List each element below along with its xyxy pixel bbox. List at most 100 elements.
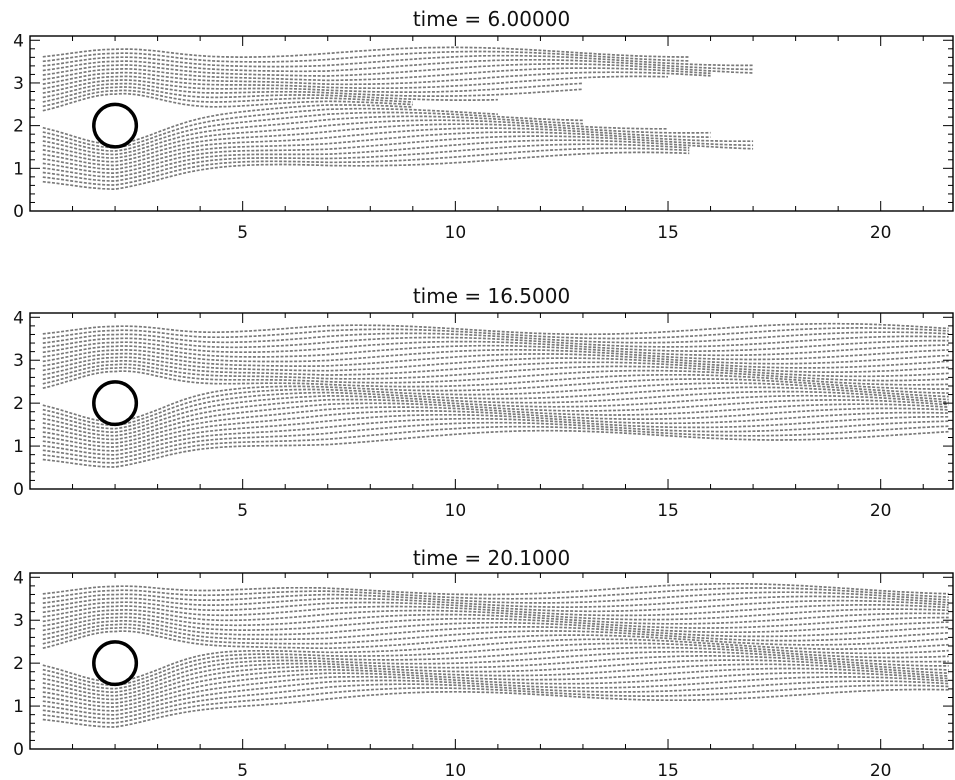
- streakline: [42, 671, 949, 712]
- x-tick-label: 10: [445, 761, 467, 780]
- streakline: [42, 139, 754, 178]
- streakline: [42, 591, 949, 604]
- y-tick-label: 3: [13, 611, 24, 631]
- x-tick-label: 20: [870, 761, 892, 780]
- streakline: [42, 54, 754, 68]
- streakline: [42, 650, 949, 694]
- x-tick-label: 10: [445, 223, 467, 243]
- y-tick-label: 4: [13, 568, 24, 588]
- streakline: [42, 58, 754, 73]
- y-tick-label: 0: [13, 480, 24, 500]
- streakline: [42, 595, 949, 609]
- cylinder-obstacle: [92, 102, 139, 149]
- streakline: [42, 89, 413, 108]
- streakline: [42, 630, 949, 650]
- streaklines: [42, 322, 949, 468]
- x-tick-label: 5: [237, 501, 248, 521]
- streakline: [42, 612, 949, 627]
- streakline: [42, 411, 949, 452]
- streakline: [42, 75, 669, 90]
- streaklines: [42, 582, 949, 728]
- x-tick-label: 20: [870, 501, 892, 521]
- plot-panel-3: time = 20.1000 5 10 15 20 0 1 2 3 4: [13, 546, 954, 780]
- streaklines: [42, 46, 754, 190]
- streakline: [42, 344, 949, 358]
- streakline: [42, 335, 949, 349]
- streakline: [42, 348, 949, 363]
- streakline: [42, 599, 949, 614]
- streakline: [42, 63, 754, 77]
- streakline: [42, 604, 949, 618]
- streakline: [42, 151, 690, 190]
- y-tick-label: 2: [13, 394, 24, 414]
- streakline: [42, 386, 949, 430]
- streakline: [42, 370, 949, 390]
- streakline: [42, 111, 583, 152]
- streakline: [42, 339, 949, 354]
- streakline: [42, 429, 949, 468]
- streakline: [42, 663, 949, 705]
- streakline: [42, 382, 949, 427]
- axes-frame: [29, 312, 954, 490]
- streakline: [42, 131, 754, 171]
- panel-title: time = 16.5000: [413, 284, 570, 308]
- streakline: [42, 359, 949, 376]
- streakline: [42, 667, 949, 708]
- streakline: [42, 79, 583, 94]
- streakline: [42, 616, 949, 632]
- axes-frame: [29, 35, 954, 212]
- streakline: [42, 684, 949, 724]
- streakline: [42, 676, 949, 716]
- streakline: [42, 582, 949, 596]
- streakline: [42, 655, 949, 697]
- streakline: [42, 399, 949, 441]
- y-tick-label: 4: [13, 31, 24, 51]
- streakline: [42, 119, 668, 159]
- streakline: [42, 659, 949, 701]
- y-tick-label: 4: [13, 308, 24, 328]
- streakline: [42, 46, 690, 58]
- streakline: [42, 680, 949, 720]
- streakline: [42, 403, 949, 445]
- y-tick-label: 1: [13, 437, 24, 457]
- panel-title: time = 20.1000: [413, 546, 570, 570]
- y-tick-label: 1: [13, 159, 24, 179]
- x-tick-label: 5: [237, 223, 248, 243]
- streakline: [42, 92, 413, 112]
- streakline: [42, 420, 949, 460]
- y-tick-label: 3: [13, 74, 24, 94]
- streakline: [42, 127, 711, 167]
- x-tick-label: 20: [870, 223, 892, 243]
- streakline: [42, 688, 949, 728]
- streakline: [42, 67, 711, 82]
- x-tick-label: 15: [657, 761, 679, 780]
- streakline: [42, 415, 949, 456]
- axes-frame: [29, 572, 954, 750]
- streakline: [42, 425, 949, 464]
- cylinder-obstacle: [92, 640, 139, 687]
- y-tick-label: 3: [13, 351, 24, 371]
- x-tick-label: 5: [237, 761, 248, 780]
- x-tick-label: 10: [445, 501, 467, 521]
- streakline: [42, 82, 583, 99]
- streakline: [42, 626, 949, 645]
- y-tick-label: 0: [13, 740, 24, 760]
- streakline: [42, 642, 949, 687]
- plot-panel-1: time = 6.00000 5 10 15 20 0 1 2 3 4: [13, 7, 954, 243]
- streakline: [42, 394, 949, 437]
- streakline: [42, 331, 949, 344]
- streakline: [42, 104, 413, 146]
- streakline: [42, 135, 754, 174]
- streakline: [42, 608, 949, 623]
- panel-title: time = 6.00000: [413, 7, 570, 31]
- streakline: [42, 71, 711, 86]
- streakline: [42, 50, 690, 63]
- x-tick-label: 15: [657, 223, 679, 243]
- streakline: [42, 407, 949, 448]
- streakline: [42, 638, 949, 683]
- x-tick-label: 15: [657, 501, 679, 521]
- streakline: [42, 123, 711, 163]
- streakline: [42, 356, 949, 372]
- streakline: [42, 366, 949, 385]
